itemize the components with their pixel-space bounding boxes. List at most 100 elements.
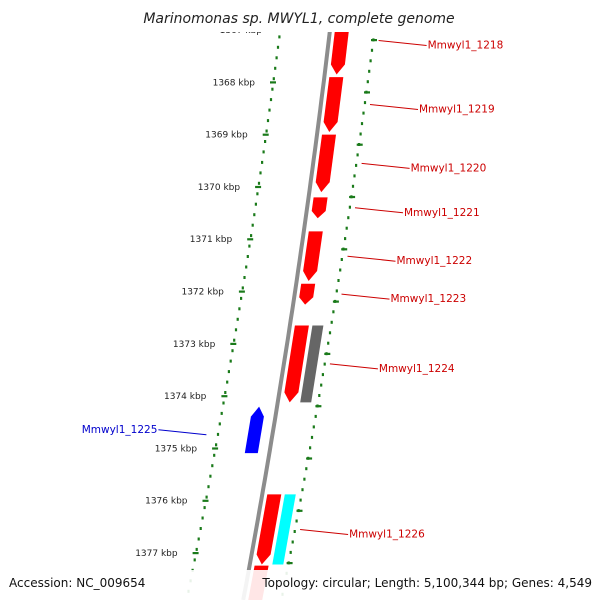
major-tick <box>324 352 331 355</box>
gene-label: Mmwyl1_1219 <box>419 104 495 116</box>
minor-tick <box>220 411 223 415</box>
minor-tick <box>197 537 200 541</box>
gene-label: Mmwyl1_1225 <box>82 424 158 436</box>
minor-tick <box>340 258 343 261</box>
gene-arrow-forward <box>311 197 328 219</box>
minor-tick <box>293 530 296 533</box>
major-tick <box>349 195 356 199</box>
minor-tick <box>209 474 212 478</box>
major-tick <box>356 143 363 146</box>
minor-tick <box>353 174 356 178</box>
minor-tick <box>253 213 256 217</box>
kbp-tick-label: 1373 kbp <box>173 340 216 350</box>
minor-tick <box>363 101 367 105</box>
gene-arrow-forward <box>284 325 309 403</box>
major-tick <box>364 91 370 94</box>
minor-tick <box>369 59 372 63</box>
gene-label-leader <box>158 429 207 436</box>
gene-label: Mmwyl1_1226 <box>349 529 425 541</box>
gene-label-leader <box>347 255 396 262</box>
major-tick <box>238 290 245 293</box>
minor-tick <box>337 279 340 282</box>
minor-tick <box>366 80 369 84</box>
minor-tick <box>215 443 218 447</box>
minor-tick <box>303 477 306 481</box>
minor-tick <box>355 163 358 167</box>
minor-tick <box>271 87 274 91</box>
gene-label: Mmwyl1_1218 <box>428 40 504 52</box>
minor-tick <box>238 307 241 311</box>
minor-tick <box>251 223 254 227</box>
minor-tick <box>305 467 308 471</box>
gene-arrow-forward <box>299 283 316 305</box>
minor-tick <box>233 338 236 342</box>
minor-tick <box>368 69 371 73</box>
minor-tick <box>323 362 326 366</box>
minor-tick <box>248 244 251 248</box>
minor-tick <box>236 317 239 321</box>
minor-tick <box>276 45 280 49</box>
kbp-tick-label: 1370 kbp <box>198 183 241 193</box>
minor-tick <box>218 422 221 426</box>
map-title: Marinomonas sp. MWYL1, complete genome <box>143 11 454 27</box>
minor-tick <box>269 98 273 102</box>
gene-label-leader <box>329 363 378 370</box>
minor-tick <box>312 425 315 429</box>
minor-tick <box>224 391 227 394</box>
major-tick <box>296 509 303 512</box>
major-tick <box>262 133 269 136</box>
major-tick <box>286 562 293 565</box>
minor-tick <box>199 527 202 530</box>
minor-tick <box>256 192 259 196</box>
gene-label: Mmwyl1_1222 <box>397 255 473 267</box>
minor-tick <box>245 265 248 269</box>
major-tick <box>371 39 377 42</box>
kbp-tick-label: 1369 kbp <box>205 131 248 141</box>
minor-tick <box>330 320 333 324</box>
minor-tick <box>259 171 262 175</box>
minor-tick <box>321 373 324 377</box>
genome-backbone <box>241 0 336 600</box>
kbp-tick-label: 1374 kbp <box>164 392 207 402</box>
minor-tick <box>360 122 364 126</box>
minor-tick <box>309 446 312 450</box>
minor-tick <box>193 558 196 562</box>
minor-tick <box>207 485 210 489</box>
gene-label-leader <box>341 293 390 300</box>
kbp-tick-label: 1368 kbp <box>213 78 256 88</box>
minor-tick <box>299 498 302 502</box>
minor-tick <box>328 331 332 335</box>
kbp-tick-label: 1377 kbp <box>135 549 178 559</box>
minor-tick <box>216 432 220 436</box>
minor-tick <box>301 488 304 492</box>
minor-tick <box>262 150 265 154</box>
minor-tick <box>241 286 244 290</box>
genome-summary-label: Topology: circular; Length: 5,100,344 bp… <box>261 576 592 590</box>
minor-tick <box>370 48 374 52</box>
kbp-tick-label: 1376 kbp <box>145 497 188 507</box>
minor-tick <box>320 383 323 387</box>
minor-tick <box>295 519 298 523</box>
minor-tick <box>240 296 243 300</box>
major-tick <box>202 499 209 502</box>
footer-backdrop <box>0 570 600 600</box>
minor-tick <box>351 184 355 188</box>
minor-tick <box>359 132 362 136</box>
minor-tick <box>227 370 230 374</box>
minor-tick <box>291 540 294 544</box>
minor-tick <box>268 108 271 112</box>
gene-label-leader <box>361 162 410 169</box>
minor-tick <box>211 464 214 468</box>
minor-tick <box>327 341 330 345</box>
cyan-feature-bar <box>272 494 296 565</box>
gene-label: Mmwyl1_1224 <box>379 363 455 375</box>
minor-tick <box>347 216 350 220</box>
gene-arrow-forward <box>256 494 282 565</box>
minor-tick <box>345 226 348 230</box>
minor-tick <box>278 35 281 39</box>
gene-label: Mmwyl1_1220 <box>411 162 487 174</box>
minor-tick <box>243 276 246 279</box>
minor-tick <box>205 495 208 499</box>
minor-tick <box>272 77 275 81</box>
major-tick <box>221 395 228 398</box>
